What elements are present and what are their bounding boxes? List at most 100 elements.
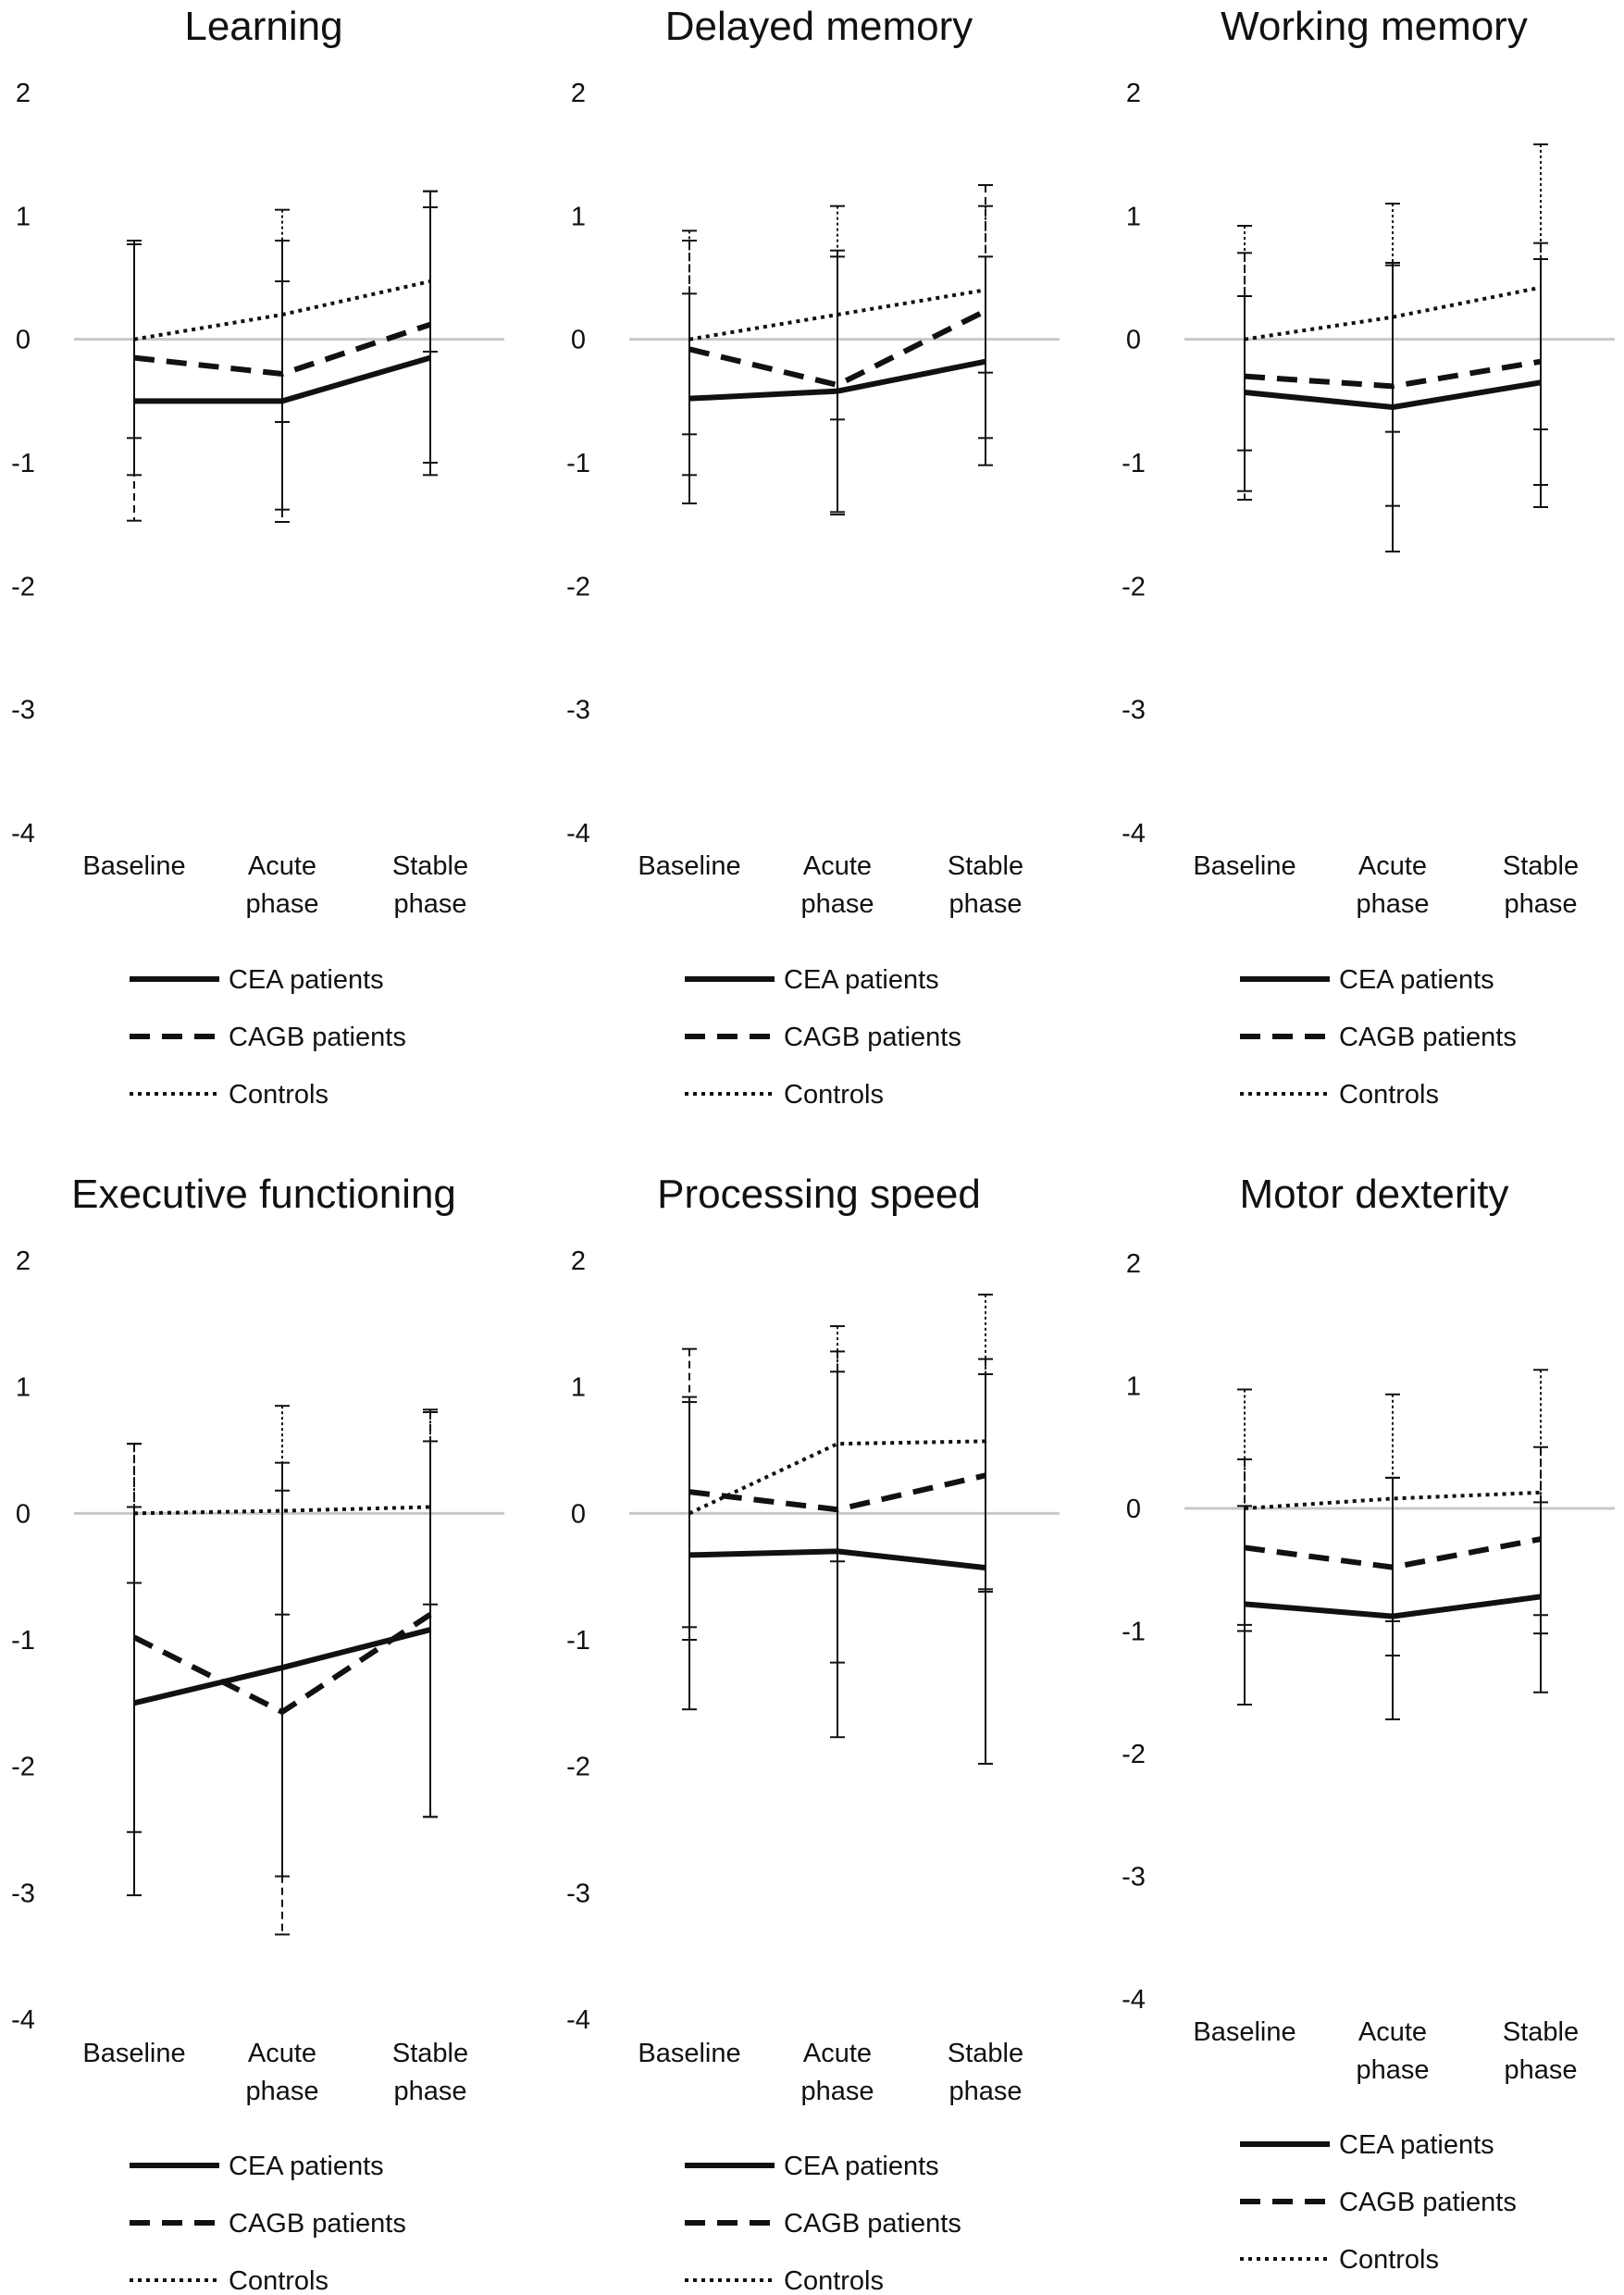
series-line-cagb-patients [133,321,431,377]
x-category-label: phase [245,2077,318,2106]
legend-label-controls: Controls [229,1080,329,1110]
legend-label-cea-patients: CEA patients [229,2152,384,2181]
x-category-label: Baseline [638,851,740,881]
x-category-label: Baseline [638,2039,740,2068]
y-tick-label: -2 [566,572,590,602]
x-category-label: Stable [392,851,468,881]
x-category-label: Acute [803,851,872,881]
y-tick-label: -2 [11,572,35,602]
x-category-label: Stable [1503,851,1579,881]
x-category-label: Stable [392,2039,468,2068]
y-tick-label: -4 [11,819,35,849]
legend-label-cagb-patients: CAGB patients [784,1023,961,1052]
y-tick-label: -2 [566,1753,590,1782]
y-tick-label: 0 [1126,326,1141,355]
legend-label-controls: Controls [1339,2245,1439,2275]
x-category-label: phase [1504,2055,1577,2085]
y-tick-label: 1 [16,202,31,231]
chart-delayed-memory: Delayed memory 2 1 0 -1 -2 -3 -4 Baseline Acute ph… [566,4,1060,1110]
y-tick-label: 2 [16,79,31,108]
legend-label-controls: Controls [1339,1080,1439,1110]
legend-label-controls: Controls [229,2266,329,2295]
x-category-label: Acute [1358,851,1427,881]
legend-label-cea-patients: CEA patients [229,965,384,995]
chart-title: Executive functioning [71,1172,456,1217]
y-tick-label: 0 [1126,1495,1141,1524]
series-line-cea-patients [133,1627,431,1706]
chart-title: Processing speed [657,1172,981,1217]
series-line-cagb-patients [132,1612,432,1715]
y-tick-label: -4 [1122,819,1146,849]
legend-label-controls: Controls [784,1080,884,1110]
y-tick-label: -2 [1122,572,1146,602]
chart-working-memory: Working memory 2 1 0 -1 -2 -3 -4 Baseline Acute ph… [1122,4,1615,1110]
y-tick-label: 0 [571,1499,586,1529]
x-category-label: phase [1356,889,1429,919]
y-tick-label: -4 [11,2005,35,2035]
y-tick-label: 1 [16,1373,31,1403]
x-category-label: Baseline [82,851,185,881]
series-line-controls [1244,285,1542,341]
x-category-label: Acute [803,2039,872,2068]
x-category-label: Acute [1358,2017,1427,2047]
y-tick-label: 1 [571,202,586,231]
y-tick-label: 2 [16,1247,31,1276]
legend-label-cagb-patients: CAGB patients [229,2209,406,2239]
y-tick-label: 2 [571,1247,586,1276]
y-tick-label: -1 [1122,1618,1146,1647]
x-category-label: Baseline [1193,851,1295,881]
x-category-label: phase [800,889,874,919]
x-category-label: phase [1504,889,1577,919]
x-category-label: Stable [948,2039,1023,2068]
chart-processing-speed: Processing speed 2 1 0 -1 -2 -3 -4 Baseline Acute… [566,1172,1060,2295]
y-tick-label: -1 [11,449,35,478]
x-category-label: phase [948,2077,1022,2106]
chart-motor-dexterity: Motor dexterity 2 1 0 -1 -2 -3 -4 Baseline Acute p… [1122,1172,1615,2275]
y-tick-label: -1 [566,449,590,478]
chart-title: Motor dexterity [1240,1172,1509,1217]
legend-label-cagb-patients: CAGB patients [229,1023,406,1052]
legend-label-cea-patients: CEA patients [1339,2130,1494,2160]
y-tick-label: 2 [571,79,586,108]
series-line-cagb-patients [688,308,987,388]
y-tick-label: -1 [11,1626,35,1656]
y-tick-label: -2 [11,1753,35,1782]
legend-label-cea-patients: CEA patients [784,2152,939,2181]
x-category-label: phase [948,889,1022,919]
legend-label-cagb-patients: CAGB patients [1339,2188,1517,2217]
y-tick-label: 1 [571,1373,586,1403]
x-category-label: phase [393,2077,466,2106]
y-tick-label: -1 [1122,449,1146,478]
y-tick-label: -4 [566,2005,590,2035]
y-tick-label: -3 [566,696,590,726]
x-category-label: phase [800,2077,874,2106]
y-tick-label: 2 [1126,79,1141,108]
y-tick-label: -3 [1122,696,1146,726]
legend-label-cea-patients: CEA patients [784,965,939,995]
y-tick-label: 1 [1126,1372,1141,1402]
x-category-label: Acute [248,2039,316,2068]
y-tick-label: -3 [11,696,35,726]
y-tick-label: 0 [16,326,31,355]
y-tick-label: -3 [1122,1863,1146,1892]
x-category-label: Stable [948,851,1023,881]
x-category-label: phase [393,889,466,919]
x-category-label: Acute [248,851,316,881]
x-category-label: Stable [1503,2017,1579,2047]
series-line-cagb-patients [1244,358,1542,390]
x-category-label: phase [245,889,318,919]
y-tick-label: 1 [1126,202,1141,231]
y-tick-label: 0 [16,1499,31,1529]
legend-label-cagb-patients: CAGB patients [784,2209,961,2239]
chart-executive-functioning: Executive functioning 2 1 0 -1 -2 -3 -4 Baseline… [11,1172,504,2295]
legend-label-controls: Controls [784,2266,884,2295]
y-tick-label: -4 [1122,1985,1146,2015]
x-category-label: phase [1356,2055,1429,2085]
chart-title: Delayed memory [665,4,973,49]
series-line-controls [688,288,986,341]
series-line-controls [133,279,431,341]
legend-label-cea-patients: CEA patients [1339,965,1494,995]
y-tick-label: -3 [566,1879,590,1908]
chart-learning: Learning 2 1 0 -1 -2 -3 -4 Baseline Acute phase Sta… [11,4,504,1110]
chart-title: Working memory [1221,4,1528,49]
